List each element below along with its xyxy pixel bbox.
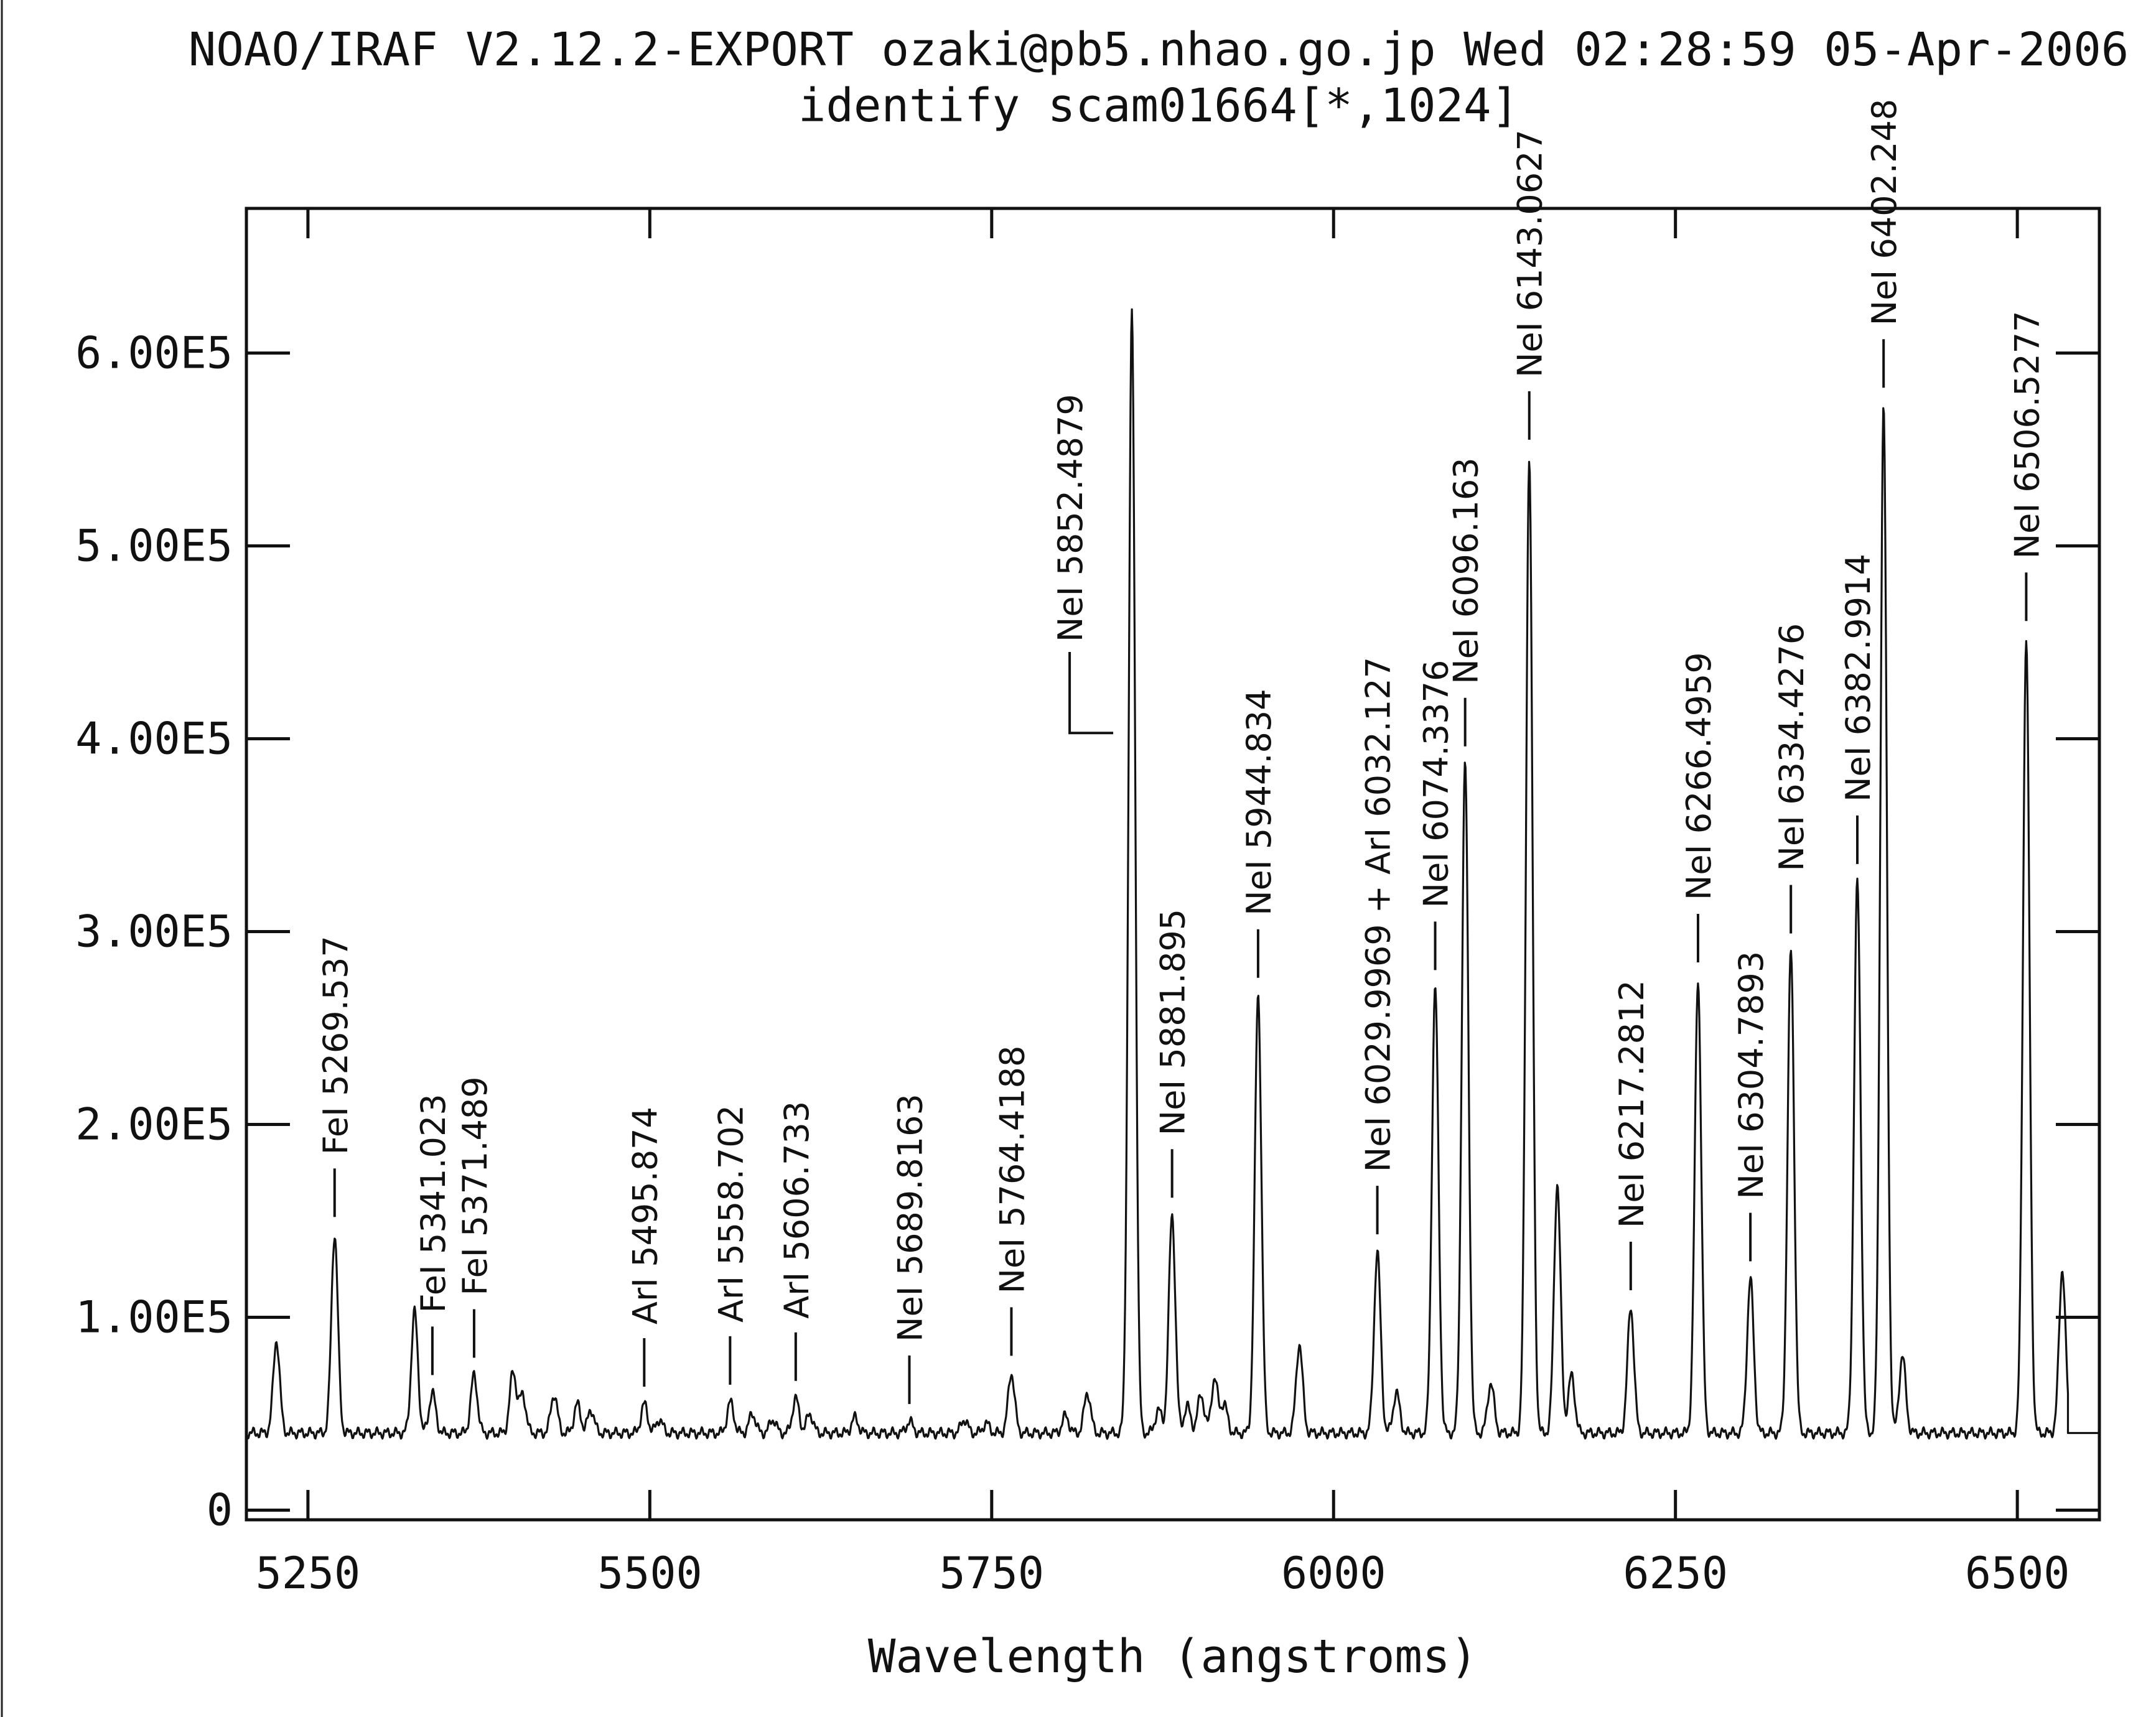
x-tick-label: 5250	[256, 1548, 361, 1599]
line-id-label: FeI 5371.489	[455, 1076, 495, 1295]
spectrum-series-line	[245, 308, 2099, 1440]
line-id-label: NeI 6334.4276	[1772, 623, 1811, 872]
line-id-label: NeI 5764.4188	[992, 1046, 1032, 1294]
x-tick-label: 6500	[1965, 1548, 2070, 1599]
line-id-label: NeI 6074.3376	[1417, 660, 1456, 908]
y-tick-label: 3.00E5	[75, 906, 233, 957]
plot-frame	[245, 207, 2101, 1522]
chart-subtitle: identify scam01664[*,1024]	[798, 79, 1519, 133]
x-tick-label: 5750	[940, 1548, 1045, 1599]
x-tick-label: 6000	[1281, 1548, 1386, 1599]
chart-title: NOAO/IRAF V2.12.2-EXPORT ozaki@pb5.nhao.…	[189, 23, 2129, 77]
x-tick-label: 6250	[1623, 1548, 1728, 1599]
line-id-label: ArI 5606.733	[777, 1101, 816, 1319]
y-tick-label: 0	[207, 1485, 233, 1536]
line-id-label: NeI 5689.8163	[890, 1094, 930, 1342]
x-axis-label: Wavelength (angstroms)	[868, 1630, 1478, 1683]
line-id-label: NeI 6304.7893	[1732, 951, 1771, 1199]
y-axis: 0 1.00E5 2.00E5 3.00E5 4.00E5 5.00E5 6.00E5	[75, 328, 2099, 1536]
line-annotations: FeI 5269.537 FeI 5341.023 FeI 5371.489 ArI …	[316, 99, 2046, 1404]
line-id-label: NeI 6096.163	[1447, 457, 1486, 684]
line-id-label: NeI 5944.834	[1239, 689, 1279, 915]
line-id-label: NeI 6402.248	[1865, 99, 1904, 325]
y-tick-label: 6.00E5	[75, 328, 233, 379]
line-id-label: FeI 5341.023	[414, 1094, 453, 1313]
line-id-label: NeI 6143.0627	[1511, 129, 1550, 378]
line-id-label: NeI 6382.9914	[1839, 554, 1878, 802]
annotation-leader	[1068, 652, 1114, 735]
y-tick-label: 4.00E5	[75, 714, 233, 765]
line-id-label: NeI 6506.5277	[2007, 311, 2046, 559]
line-id-label: NeI 6217.2812	[1612, 980, 1651, 1228]
line-id-label: NeI 5881.895	[1154, 909, 1193, 1135]
line-id-label: ArI 5495.874	[625, 1107, 665, 1324]
line-id-label: FeI 5269.537	[316, 936, 355, 1155]
y-tick-label: 1.00E5	[75, 1292, 233, 1343]
x-axis: 5250 5500 5750 6000 6250 6500	[256, 208, 2070, 1599]
y-tick-label: 2.00E5	[75, 1099, 233, 1150]
y-tick-label: 5.00E5	[75, 521, 233, 572]
line-id-label: ArI 5558.702	[711, 1105, 750, 1323]
line-id-label: NeI 6029.9969 + ArI 6032.127	[1359, 657, 1398, 1172]
line-id-label: NeI 6266.4959	[1679, 652, 1719, 900]
x-tick-label: 5500	[597, 1548, 702, 1599]
line-id-label: NeI 5852.4879	[1051, 394, 1090, 642]
